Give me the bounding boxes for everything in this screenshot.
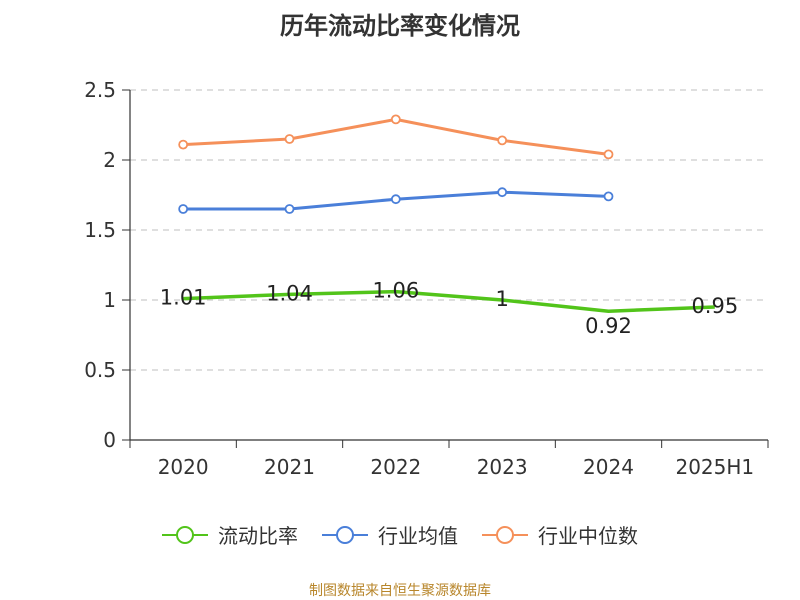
legend-item[interactable]: 流动比率 [162, 520, 298, 549]
x-tick-label: 2025H1 [675, 455, 754, 479]
data-label: 1.04 [266, 281, 313, 305]
y-tick-label: 1.5 [84, 218, 116, 242]
legend-item[interactable]: 行业中位数 [482, 520, 638, 549]
legend-label: 行业均值 [378, 524, 458, 548]
axis-layer: 0 0.5 1 1.5 2 2.5 2020 2021 2022 2023 2024 2025H1 [84, 78, 769, 479]
y-tick-label: 2.5 [84, 78, 116, 102]
series-point [497, 135, 508, 146]
legend-swatch [322, 525, 368, 544]
legend-item[interactable]: 行业均值 [322, 520, 458, 549]
x-tick-label: 2021 [264, 455, 315, 479]
legend-swatch [162, 525, 208, 544]
data-label: 1.01 [160, 286, 207, 310]
data-label: 1 [495, 287, 508, 311]
x-tick-label: 2024 [583, 455, 634, 479]
source-note: 制图数据来自恒生聚源数据库 [309, 583, 491, 599]
y-tick-label: 0 [103, 428, 116, 452]
y-tick-label: 0.5 [84, 358, 116, 382]
legend-label: 行业中位数 [538, 524, 638, 548]
data-label: 1.06 [372, 279, 419, 303]
legend-swatch [482, 525, 528, 544]
legend: 流动比率 行业均值 行业中位数 [0, 520, 800, 549]
legend-label: 流动比率 [218, 524, 298, 548]
series-point [497, 187, 508, 198]
series-line-2 [183, 117, 609, 156]
y-tick-label: 1 [103, 288, 116, 312]
data-label: 0.92 [585, 314, 632, 338]
series-line-0 [183, 289, 715, 313]
series-layer [178, 114, 715, 313]
data-label-layer: 1.01 1.04 1.06 1 0.92 0.95 [160, 279, 738, 339]
x-tick-label: 2022 [370, 455, 421, 479]
series-point [603, 149, 614, 160]
data-label: 0.95 [691, 294, 738, 318]
y-tick-label: 2 [103, 148, 116, 172]
series-point [284, 204, 295, 214]
x-tick-label: 2020 [158, 455, 209, 479]
series-point [284, 134, 295, 144]
series-point [390, 194, 401, 205]
x-tick-label: 2023 [477, 455, 528, 479]
series-point [178, 139, 189, 150]
series-point [390, 114, 401, 125]
series-point [603, 191, 614, 202]
chart-title: 历年流动比率变化情况 [280, 12, 520, 40]
grid-layer [130, 89, 768, 371]
series-point [178, 204, 189, 214]
